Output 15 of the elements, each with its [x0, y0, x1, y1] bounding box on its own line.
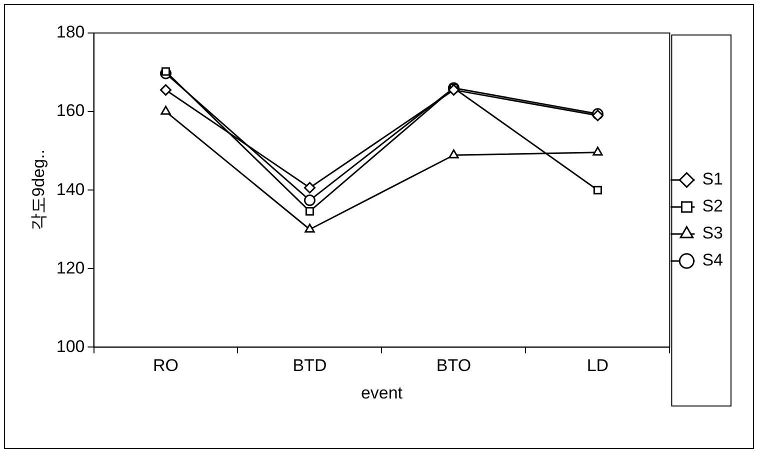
legend-label: S3	[702, 224, 724, 243]
x-tick-label: BTD	[292, 356, 327, 376]
legend-label: S1	[702, 170, 724, 189]
x-tick-label: LD	[586, 356, 609, 376]
y-tick-label: 160	[56, 101, 85, 120]
x-tick-label: RO	[153, 356, 179, 376]
x-axis-title: event	[360, 383, 403, 402]
y-axis-title: 각도9deg..	[28, 149, 48, 231]
y-tick-label: 180	[56, 22, 85, 42]
y-tick-label: 100	[56, 336, 85, 356]
legend-label: S2	[702, 196, 724, 216]
y-tick-label: 140	[56, 180, 85, 199]
legend-label: S4	[702, 250, 724, 270]
x-tick-label: BTO	[436, 356, 472, 376]
y-tick-label: 120	[56, 258, 85, 278]
